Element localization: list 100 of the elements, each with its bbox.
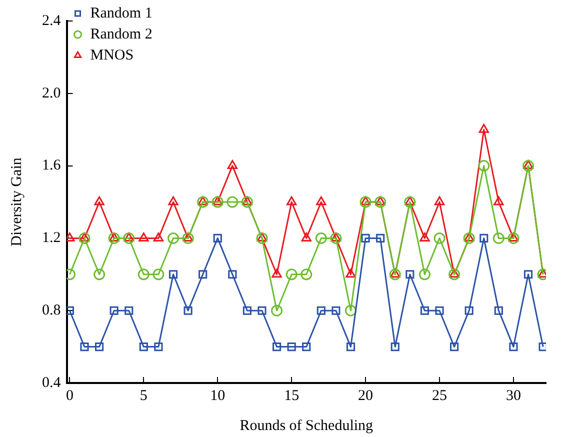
point <box>154 342 163 352</box>
point <box>390 342 400 352</box>
point <box>360 196 371 206</box>
y-tick-label: 0.4 <box>42 374 62 391</box>
point <box>184 306 192 315</box>
point <box>182 232 194 244</box>
point <box>168 232 179 244</box>
y-tick-label: 0.8 <box>42 302 61 319</box>
point <box>316 196 326 206</box>
point <box>271 304 283 316</box>
point <box>153 232 164 242</box>
point <box>523 160 534 170</box>
point <box>109 232 120 242</box>
point <box>332 306 340 315</box>
point <box>345 304 356 316</box>
point <box>138 268 150 280</box>
legend-label: MNOS <box>90 47 134 64</box>
point <box>168 196 178 206</box>
point <box>80 342 89 352</box>
x-tick-label: 15 <box>284 388 300 404</box>
point <box>435 306 444 315</box>
point <box>286 268 298 280</box>
point <box>78 232 90 244</box>
point <box>464 306 474 315</box>
point <box>241 196 253 208</box>
point <box>492 232 504 244</box>
point <box>494 196 504 206</box>
point <box>508 232 520 244</box>
point <box>448 268 460 280</box>
point <box>302 342 311 352</box>
point <box>315 232 327 244</box>
point <box>226 196 238 208</box>
y-axis-title: Diversity Gain <box>8 157 25 246</box>
point <box>480 234 488 242</box>
point <box>420 232 430 242</box>
point <box>66 306 74 315</box>
point <box>256 232 268 242</box>
point <box>494 306 503 315</box>
point <box>360 196 372 208</box>
point <box>139 342 148 352</box>
x-tick-label: 5 <box>140 388 148 404</box>
point <box>389 268 401 280</box>
point <box>434 232 446 244</box>
point <box>538 342 546 352</box>
point <box>197 196 209 208</box>
point <box>450 342 459 352</box>
point <box>198 196 208 206</box>
point <box>524 270 533 279</box>
point <box>374 196 386 208</box>
point <box>300 268 312 280</box>
point <box>95 342 104 352</box>
point <box>361 234 370 242</box>
point <box>124 306 134 315</box>
point <box>287 342 296 352</box>
point <box>330 232 342 242</box>
point <box>256 232 268 244</box>
y-tick-label: 2.4 <box>42 12 62 29</box>
point <box>375 196 386 206</box>
point <box>242 196 252 206</box>
y-tick-label: 1.2 <box>42 230 61 246</box>
x-tick-label: 30 <box>506 388 521 404</box>
point <box>301 232 312 242</box>
point <box>138 232 149 242</box>
point <box>420 306 429 315</box>
point <box>212 196 224 208</box>
point <box>316 306 326 315</box>
point <box>212 196 223 206</box>
point <box>110 306 118 315</box>
y-tick-label: 1.6 <box>42 158 62 174</box>
point <box>108 232 120 244</box>
point <box>272 342 282 352</box>
point <box>508 232 519 242</box>
legend-label: Random 1 <box>90 5 152 22</box>
point <box>406 270 414 279</box>
point <box>346 268 356 278</box>
point <box>168 270 178 279</box>
legend-label: Random 2 <box>90 26 152 42</box>
point <box>152 268 164 280</box>
x-tick-label: 25 <box>432 388 447 404</box>
x-axis-title: Rounds of Scheduling <box>240 418 374 434</box>
point <box>79 232 90 242</box>
point <box>242 306 252 315</box>
point <box>198 270 208 279</box>
point <box>286 196 297 206</box>
point <box>478 160 490 172</box>
point <box>272 268 282 278</box>
point <box>94 268 106 280</box>
point <box>522 160 534 172</box>
point <box>228 270 237 279</box>
point <box>434 196 445 206</box>
point <box>124 232 134 242</box>
point <box>418 268 430 280</box>
point <box>227 160 238 170</box>
x-tick-label: 20 <box>358 388 374 404</box>
y-tick-label: 2.0 <box>42 85 61 102</box>
point <box>346 342 356 352</box>
point <box>213 234 222 242</box>
x-tick-label: 10 <box>210 388 226 404</box>
point <box>123 232 135 244</box>
point <box>330 232 342 244</box>
